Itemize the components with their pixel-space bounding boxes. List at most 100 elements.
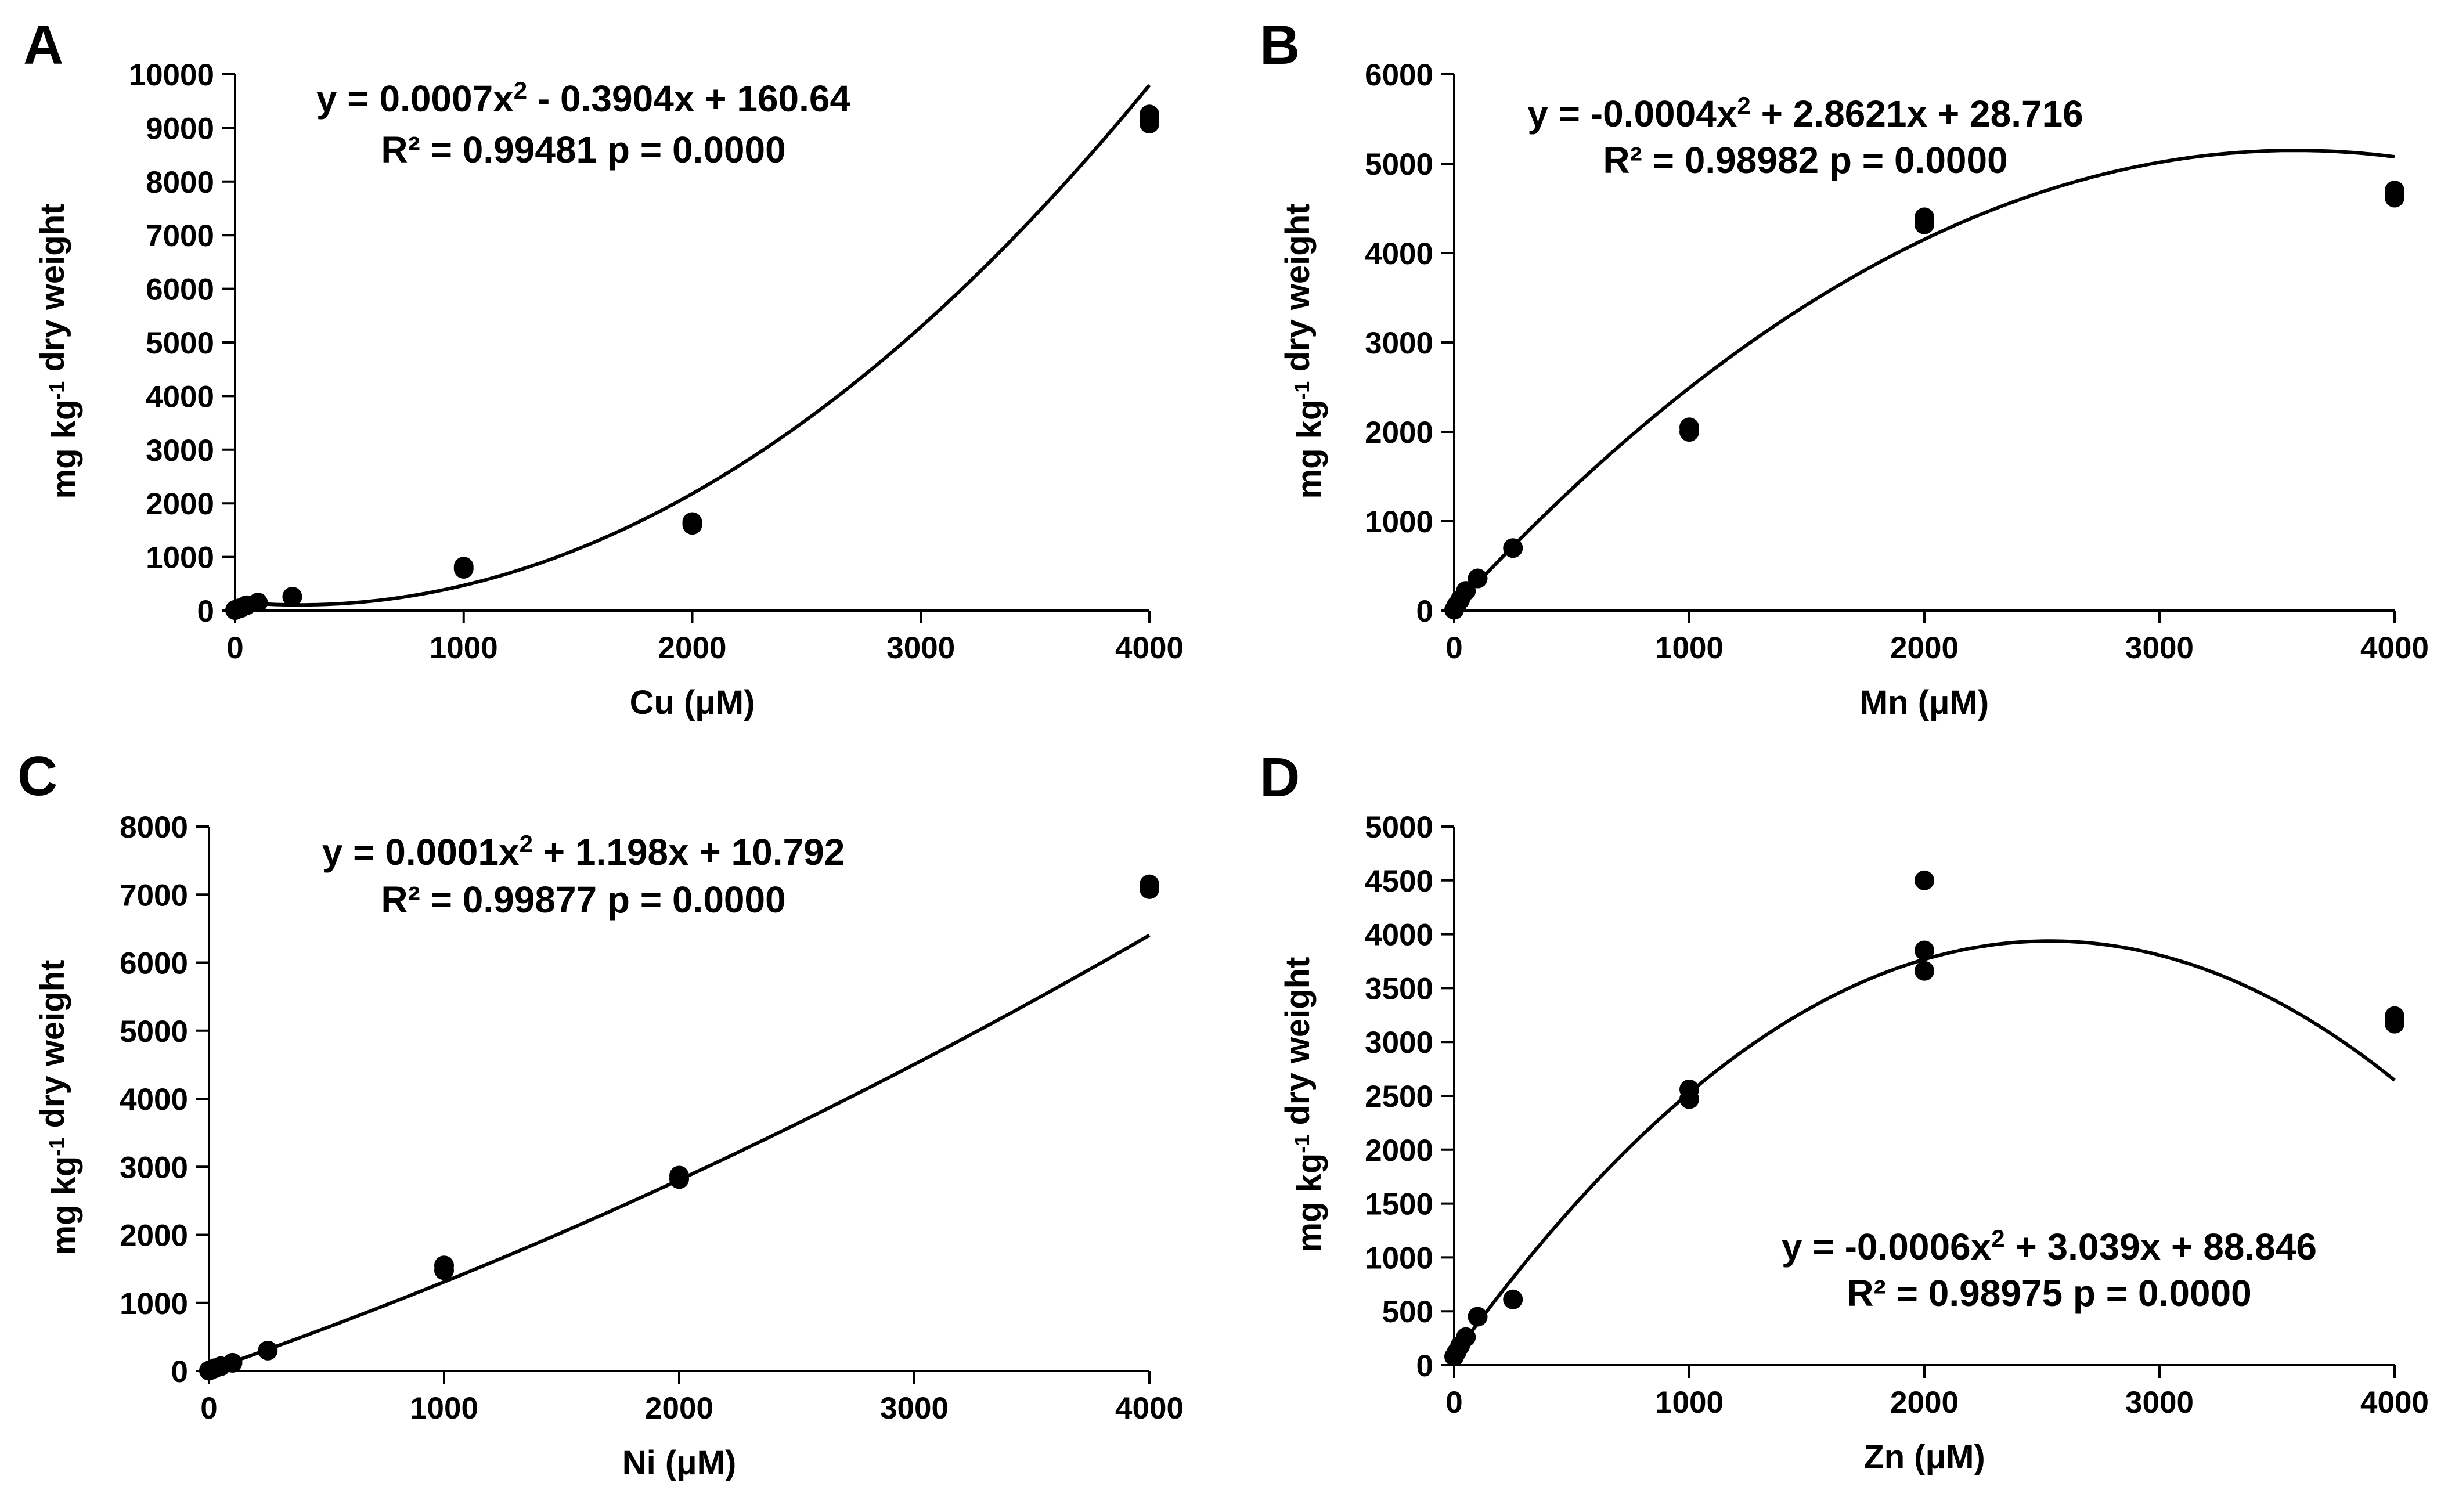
panel-b-y-tick-label: 3000 [1365, 326, 1433, 360]
panel-a-data-point [248, 593, 268, 613]
panel-b-y-tick-label: 0 [1416, 594, 1433, 629]
panel-d: D 0 500 1000 1500 2000 2500 3000 3500 4000 4500 500… [1260, 746, 2429, 1476]
panel-a-x-tick-label: 2000 [658, 631, 727, 665]
panel-b-data-point [1468, 568, 1488, 589]
panel-d-y-tick-label: 1500 [1365, 1188, 1433, 1222]
panel-c-y-tick-label: 6000 [120, 947, 188, 981]
panel-c-x-tick-label: 0 [200, 1391, 217, 1426]
panel-b-letter: B [1260, 14, 1300, 76]
panel-c-y-tick-label: 8000 [120, 810, 188, 845]
panel-a-y-tick-label: 2000 [146, 487, 214, 521]
panel-d-data-point [1468, 1307, 1488, 1327]
panel-b-equation: y = -0.0004x2 + 2.8621x + 28.716 [1527, 92, 2083, 135]
panel-b-x-axis-title: Mn (μM) [1860, 684, 1989, 721]
panel-d-data-point [1915, 870, 1934, 890]
panel-a-data-point [453, 558, 474, 579]
panel-d-y-tick-label: 3500 [1365, 972, 1433, 1006]
panel-b-data-point [1503, 538, 1523, 558]
panel-d-data-point [1679, 1089, 1699, 1109]
panel-b-y-tick-label: 5000 [1365, 147, 1433, 182]
panel-c-x-tick-label: 1000 [410, 1391, 478, 1426]
panel-c-y-tick-label: 5000 [120, 1015, 188, 1049]
panel-c-y-tick-label: 3000 [120, 1150, 188, 1185]
panel-a-y-tick-label: 7000 [146, 219, 214, 253]
panel-d-data-point [1456, 1327, 1476, 1347]
panel-b-data-point [1679, 422, 1699, 442]
panel-d-x-axis-title: Zn (μM) [1863, 1438, 1985, 1476]
panel-a-data-point [1140, 114, 1159, 134]
panel-c-data-point [222, 1352, 243, 1373]
panel-b-x-tick-label: 3000 [2125, 631, 2194, 665]
panel-b-data-point [1456, 581, 1476, 601]
panel-a-y-tick-label: 1000 [146, 541, 214, 575]
panel-b-x-tick-label: 2000 [1890, 631, 1959, 665]
panel-a-statistics: R² = 0.99481 p = 0.0000 [381, 129, 785, 171]
panel-a-x-tick-label: 0 [226, 631, 243, 665]
panel-c-y-axis-title: mg kg-1 dry weight [34, 960, 83, 1255]
panel-a-y-tick-label: 10000 [129, 58, 214, 92]
panel-b-y-tick-label: 2000 [1365, 416, 1433, 450]
panel-a-equation: y = 0.0007x2 - 0.3904x + 160.64 [316, 77, 851, 120]
panel-d-x-tick-label: 0 [1445, 1385, 1462, 1420]
panel-b-statistics: R² = 0.98982 p = 0.0000 [1603, 139, 2007, 181]
panel-a-y-tick-label: 5000 [146, 326, 214, 360]
panel-b-x-tick-label: 1000 [1655, 631, 1724, 665]
panel-c-y-tick-label: 1000 [120, 1287, 188, 1321]
panel-d-y-tick-label: 4000 [1365, 918, 1433, 952]
panel-c-statistics: R² = 0.99877 p = 0.0000 [381, 879, 785, 921]
panel-c-x-tick-label: 4000 [1115, 1391, 1184, 1426]
panel-b-data-point [1915, 214, 1934, 234]
panel-d-x-tick-label: 3000 [2125, 1385, 2194, 1420]
panel-a-y-tick-label: 4000 [146, 380, 214, 414]
panel-c-x-tick-label: 2000 [645, 1391, 713, 1426]
panel-d-y-tick-label: 3000 [1365, 1026, 1433, 1060]
panel-a-y-tick-label: 9000 [146, 111, 214, 146]
panel-c-y-tick-label: 2000 [120, 1219, 188, 1253]
panel-d-y-tick-label: 500 [1382, 1295, 1433, 1329]
panel-a-x-tick-label: 3000 [886, 631, 955, 665]
panel-b: B 0 1000 2000 3000 4000 5000 6000 0 1000 2000 3000 4… [1260, 14, 2429, 721]
panel-d-data-point [1503, 1289, 1523, 1309]
panel-d-data-point [1915, 940, 1934, 961]
panel-c-x-axis-title: Ni (μM) [622, 1444, 737, 1482]
panel-d-data-point [1915, 961, 1934, 981]
panel-d-statistics: R² = 0.98975 p = 0.0000 [1847, 1272, 2251, 1314]
panel-a-data-point [282, 586, 302, 607]
panel-b-y-tick-label: 4000 [1365, 237, 1433, 271]
panel-c-data-point [669, 1169, 689, 1189]
panel-d-x-tick-label: 1000 [1655, 1385, 1724, 1420]
panel-a-y-tick-label: 3000 [146, 434, 214, 468]
panel-c-equation: y = 0.0001x2 + 1.198x + 10.792 [322, 830, 845, 873]
panel-c-data-point [434, 1260, 454, 1280]
panel-c: C 0 1000 2000 3000 4000 5000 6000 7000 8000 0 1000 2… [17, 745, 1184, 1482]
panel-b-fit-curve [1452, 149, 2395, 609]
panel-b-x-tick-label: 4000 [2360, 631, 2429, 665]
panel-a-data-point [682, 515, 702, 535]
panel-d-data-point [2385, 1013, 2404, 1034]
panel-b-data-point [2385, 187, 2404, 208]
panel-c-data-point [1140, 879, 1159, 899]
panel-a-x-axis-title: Cu (μM) [630, 684, 755, 721]
panel-d-x-tick-label: 2000 [1890, 1385, 1959, 1420]
panel-d-y-tick-label: 5000 [1365, 810, 1433, 845]
panel-a-letter: A [23, 14, 63, 76]
panel-b-y-axis-title: mg kg-1 dry weight [1279, 204, 1328, 499]
panel-c-y-tick-label: 4000 [120, 1082, 188, 1117]
panel-d-y-tick-label: 0 [1416, 1349, 1433, 1383]
panel-c-data-point [258, 1340, 278, 1361]
panel-d-y-tick-label: 1000 [1365, 1241, 1433, 1275]
panel-a-y-tick-label: 6000 [146, 273, 214, 307]
panel-d-y-tick-label: 4500 [1365, 864, 1433, 898]
panel-a: A 0 1000 2000 3000 4000 5000 6000 7000 8000 9000 10… [23, 14, 1184, 721]
panel-b-y-tick-label: 6000 [1365, 58, 1433, 92]
panel-c-x-tick-label: 3000 [880, 1391, 949, 1426]
panel-d-equation: y = -0.0006x2 + 3.039x + 88.846 [1782, 1225, 2317, 1268]
panel-d-y-tick-label: 2500 [1365, 1080, 1433, 1114]
panel-d-y-axis-title: mg kg-1 dry weight [1279, 957, 1328, 1253]
panel-c-letter: C [17, 745, 57, 807]
panel-d-y-tick-label: 2000 [1365, 1134, 1433, 1168]
panel-a-y-axis-title: mg kg-1 dry weight [34, 204, 83, 499]
panel-a-fit-curve [235, 84, 1151, 607]
